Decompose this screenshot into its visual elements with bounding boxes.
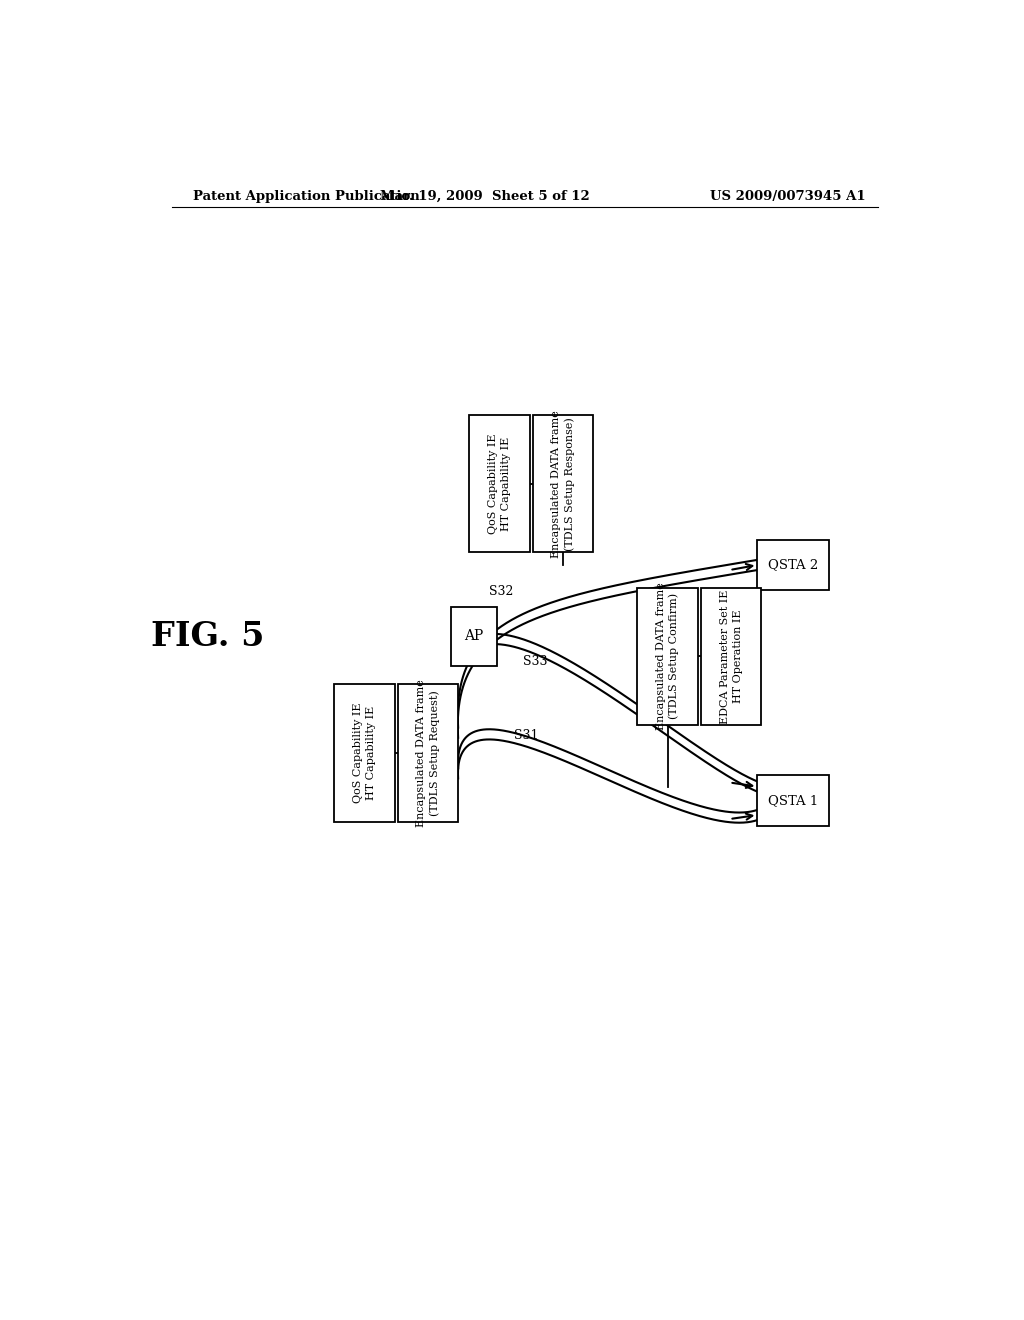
Text: QoS Capability IE
HT Capability IE: QoS Capability IE HT Capability IE: [488, 433, 511, 533]
Text: FIG. 5: FIG. 5: [151, 619, 264, 652]
FancyBboxPatch shape: [701, 587, 761, 725]
Text: S32: S32: [489, 585, 513, 598]
Text: QSTA 2: QSTA 2: [768, 558, 818, 572]
FancyBboxPatch shape: [451, 607, 497, 665]
Text: Encapsulated DATA frame
(TDLS Setup Response): Encapsulated DATA frame (TDLS Setup Resp…: [551, 409, 574, 557]
FancyBboxPatch shape: [532, 414, 593, 552]
Text: EDCA Parameter Set IE
HT Operation IE: EDCA Parameter Set IE HT Operation IE: [720, 589, 742, 723]
FancyBboxPatch shape: [758, 775, 828, 826]
Text: US 2009/0073945 A1: US 2009/0073945 A1: [711, 190, 866, 202]
Text: QoS Capability IE
HT Capability IE: QoS Capability IE HT Capability IE: [353, 702, 376, 804]
Text: Mar. 19, 2009  Sheet 5 of 12: Mar. 19, 2009 Sheet 5 of 12: [380, 190, 590, 202]
Text: Encapsulated DATA frame
(TDLS Setup Request): Encapsulated DATA frame (TDLS Setup Requ…: [416, 678, 439, 826]
FancyBboxPatch shape: [638, 587, 697, 725]
Text: S31: S31: [514, 729, 539, 742]
Text: S33: S33: [523, 655, 548, 668]
FancyBboxPatch shape: [397, 684, 458, 821]
FancyBboxPatch shape: [469, 414, 529, 552]
Text: Patent Application Publication: Patent Application Publication: [194, 190, 420, 202]
FancyBboxPatch shape: [334, 684, 394, 821]
Text: QSTA 1: QSTA 1: [768, 795, 818, 808]
FancyBboxPatch shape: [758, 540, 828, 590]
Text: AP: AP: [465, 630, 483, 643]
Text: Encapsulated DATA frame
(TDLS Setup Confirm): Encapsulated DATA frame (TDLS Setup Conf…: [655, 582, 680, 730]
